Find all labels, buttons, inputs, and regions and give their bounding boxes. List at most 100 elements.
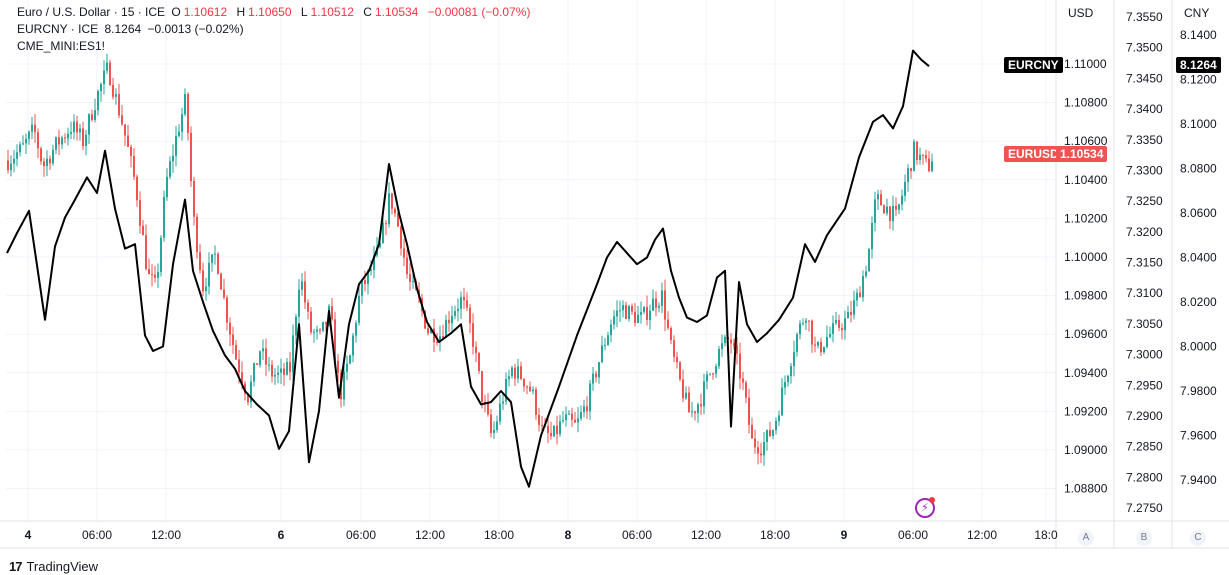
time-tick-label: 12:00 <box>691 528 721 542</box>
eurusd-candle-body <box>442 336 444 338</box>
cny-unit-label[interactable]: CNY <box>1184 6 1210 20</box>
tradingview-brand[interactable]: 17 TradingView <box>9 559 98 574</box>
eurusd-candle-body <box>598 362 600 378</box>
eurusd-candle-body <box>568 413 570 415</box>
usd-tick-label: 1.08800 <box>1064 482 1108 496</box>
eurusd-candle-body <box>295 316 297 336</box>
eurcny-price-tag: 8.1264 <box>1176 57 1221 73</box>
eurusd-candle-body <box>883 205 885 214</box>
time-tick-label: 06:00 <box>346 528 376 542</box>
eurusd-candle-body <box>244 383 246 394</box>
eurusd-candle-body <box>688 392 690 413</box>
eurusd-candle-body <box>607 335 609 346</box>
usd-tick-label: 1.09000 <box>1064 443 1108 457</box>
eurusd-candle-body <box>889 206 891 221</box>
eurusd-candle-body <box>646 306 648 320</box>
time-tick-label: 12:00 <box>967 528 997 542</box>
eurusd-candle-body <box>205 286 207 292</box>
eurusd-candle-body <box>412 280 414 282</box>
mid-axis[interactable]: 7.3550 7.3500 7.3450 7.3400 7.3350 7.3300 7.32… <box>1126 10 1163 515</box>
eurusd-candle-body <box>397 213 399 227</box>
eurusd-candle-body <box>829 333 831 337</box>
eurusd-candle-body <box>31 124 33 132</box>
eurusd-candle-body <box>10 163 12 171</box>
eurusd-candle-body <box>712 373 714 375</box>
eurusd-candle-body <box>265 348 267 365</box>
eurusd-candle-body <box>325 321 327 324</box>
eurusd-candle-body <box>73 121 75 133</box>
eurusd-candle-body <box>220 273 222 290</box>
eurusd-candle-body <box>115 94 117 97</box>
eurusd-candle-body <box>40 148 42 162</box>
eurusd-candle-body <box>55 137 57 150</box>
eurusd-candle-body <box>226 297 228 323</box>
eurusd-candle-body <box>121 115 123 125</box>
mid-tick-label: 7.3250 <box>1126 194 1163 208</box>
eurusd-candle-body <box>556 425 558 435</box>
eurusd-candle-body <box>430 328 432 334</box>
eurusd-candle-body <box>748 397 750 425</box>
eurusd-candle-body <box>337 360 339 373</box>
eurusd-candle-body <box>901 195 903 205</box>
notification-dot <box>929 497 935 503</box>
eurusd-candle-body <box>775 420 777 431</box>
cny-axis[interactable]: 8.1400 8.1200 8.1000 8.0800 8.0600 8.0400 8.02… <box>1180 28 1217 487</box>
eurusd-candle-body <box>370 269 372 271</box>
time-tick-label: 9 <box>841 528 848 542</box>
eurusd-candle-body <box>559 421 561 435</box>
mid-tick-label: 7.3050 <box>1126 317 1163 331</box>
eurusd-candle-body <box>613 316 615 325</box>
eurusd-candle-body <box>805 320 807 323</box>
scale-button-a[interactable]: A <box>1078 530 1094 546</box>
eurusd-candle-body <box>592 373 594 384</box>
eurusd-candle-body <box>391 193 393 209</box>
eurusd-candle-body <box>928 158 930 172</box>
eurusd-candle-body <box>730 339 732 344</box>
lightning-icon[interactable]: ⚡ <box>915 498 935 518</box>
eurusd-candle-body <box>217 253 219 274</box>
eurusd-candle-body <box>475 346 477 353</box>
compare-change: −0.0013 (−0.02%) <box>147 22 244 36</box>
eurusd-candle-body <box>604 345 606 347</box>
eurusd-candle-body <box>139 200 141 226</box>
eurusd-candle-body <box>757 447 759 454</box>
compare-symbol: EURCNY · ICE <box>17 22 99 36</box>
axis-separators <box>0 0 1229 549</box>
eurusd-candle-body <box>550 432 552 437</box>
eurusd-candle-body <box>616 310 618 317</box>
eurusd-candle-body <box>319 329 321 331</box>
eurusd-candle-body <box>118 94 120 116</box>
scale-button-c[interactable]: C <box>1190 530 1206 546</box>
eurusd-candle-body <box>832 323 834 334</box>
time-tick-label: 8 <box>565 528 572 542</box>
eurusd-candle-body <box>622 305 624 311</box>
legend-compare[interactable]: EURCNY · ICE 8.1264 −0.0013 (−0.02%) <box>17 21 247 37</box>
eurusd-candle-body <box>553 425 555 437</box>
time-tick-label: 06:00 <box>898 528 928 542</box>
eurusd-candle-body <box>817 341 819 346</box>
eurusd-candle-body <box>157 271 159 278</box>
eurusd-candle-body <box>301 281 303 290</box>
eurusd-candle-body <box>862 276 864 298</box>
tradingview-logo-icon: 17 <box>9 559 23 574</box>
usd-axis[interactable]: 1.11000 1.10800 1.10600 1.10400 1.10200 1.100… <box>1064 57 1108 496</box>
eurusd-candle-body <box>271 364 273 377</box>
eurusd-candle-body <box>163 197 165 238</box>
usd-tick-label: 1.09600 <box>1064 327 1108 341</box>
eurusd-candle-body <box>166 176 168 198</box>
eurusd-candle-body <box>403 248 405 258</box>
eurusd-candle-body <box>82 128 84 147</box>
eurusd-candle-body <box>478 352 480 372</box>
eurusd-candle-body <box>505 379 507 402</box>
time-axis[interactable]: 4 06:00 12:00 6 06:00 12:00 18:00 8 06:00 12:00 18… <box>25 528 1058 542</box>
usd-unit-label[interactable]: USD <box>1068 6 1094 20</box>
eurusd-candle-body <box>361 280 363 296</box>
eurusd-candle-body <box>43 161 45 167</box>
legend-indicator[interactable]: CME_MINI:ES1! <box>17 38 108 54</box>
eurusd-candle-body <box>112 85 114 97</box>
eurusd-candle-body <box>907 168 909 182</box>
scale-button-b[interactable]: B <box>1136 530 1152 546</box>
eurusd-candle-body <box>22 143 24 145</box>
compare-value: 8.1264 <box>104 22 142 36</box>
